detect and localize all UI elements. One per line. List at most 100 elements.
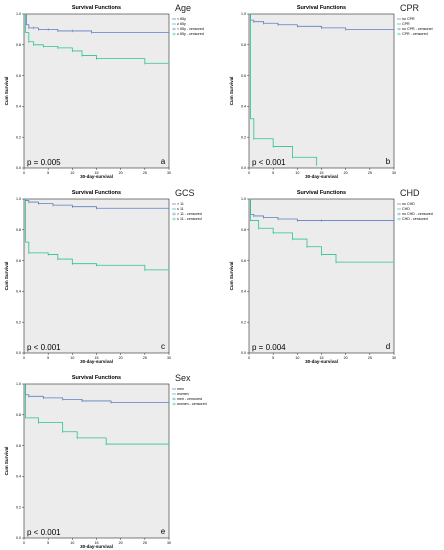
panel-e: Survival Functions 0.0 0.2 0.4 0.6 0.8 1.0 0 5 10… bbox=[4, 373, 207, 549]
p-value-label: p < 0.001 bbox=[27, 528, 61, 537]
x-axis-label: 30-day-survival bbox=[80, 544, 113, 549]
y-tick-label: 0.4 bbox=[16, 290, 21, 294]
series-line-2 bbox=[249, 198, 394, 263]
y-tick-label: 0.8 bbox=[16, 413, 21, 417]
y-tick-label: 0.4 bbox=[241, 105, 246, 109]
legend-entry: women - censored bbox=[177, 402, 207, 406]
x-tick-label: 10 bbox=[295, 356, 299, 360]
legend-entry: < 65y bbox=[177, 17, 186, 21]
series-line-2 bbox=[24, 383, 169, 445]
y-tick-label: 0.2 bbox=[16, 505, 21, 509]
legend-entry: CPR - censored bbox=[402, 32, 428, 36]
y-tick-label: 0.2 bbox=[241, 135, 246, 139]
p-value-label: p = 0.005 bbox=[27, 158, 61, 167]
x-tick-label: 0 bbox=[23, 356, 25, 360]
y-tick-label: 0.2 bbox=[16, 135, 21, 139]
chart-title: Survival Functions bbox=[297, 5, 346, 11]
x-tick-label: 15 bbox=[320, 171, 324, 175]
legend-entry: > 11 bbox=[177, 202, 184, 206]
variable-label: CPR bbox=[400, 3, 420, 13]
y-tick-label: 0.6 bbox=[241, 259, 246, 263]
y-tick-label: 0.0 bbox=[241, 166, 246, 170]
x-tick-label: 5 bbox=[272, 356, 274, 360]
chart-title: Survival Functions bbox=[72, 375, 121, 381]
legend-entry: CHD bbox=[402, 207, 410, 211]
y-tick-label: 0.8 bbox=[16, 43, 21, 47]
x-tick-label: 15 bbox=[95, 541, 99, 545]
y-tick-label: 0.4 bbox=[241, 290, 246, 294]
chart-title: Survival Functions bbox=[72, 190, 121, 196]
plot-area bbox=[23, 383, 170, 539]
x-tick-label: 20 bbox=[119, 171, 123, 175]
legend-entry: men - censored bbox=[177, 397, 202, 401]
legend-entry: no CPR bbox=[402, 17, 415, 21]
x-tick-label: 30 bbox=[392, 171, 396, 175]
legend-entry: < 65y - censored bbox=[177, 27, 204, 31]
p-value-label: p = 0.004 bbox=[252, 343, 286, 352]
y-axis-label: Cum Survival bbox=[229, 262, 234, 291]
x-tick-label: 25 bbox=[143, 171, 147, 175]
panel-letter: b bbox=[386, 157, 391, 166]
x-tick-label: 10 bbox=[70, 356, 74, 360]
y-tick-label: 1.0 bbox=[241, 197, 246, 201]
x-tick-label: 20 bbox=[119, 541, 123, 545]
variable-label: GCS bbox=[175, 188, 195, 198]
y-tick-label: 0.0 bbox=[16, 536, 21, 540]
variable-label: CHD bbox=[400, 188, 420, 198]
x-tick-label: 25 bbox=[368, 356, 372, 360]
y-tick-label: 0.2 bbox=[16, 320, 21, 324]
x-tick-label: 10 bbox=[70, 541, 74, 545]
y-tick-label: 0.8 bbox=[241, 43, 246, 47]
y-tick-label: 0.4 bbox=[16, 105, 21, 109]
y-tick-label: 0.8 bbox=[241, 228, 246, 232]
panel-letter: e bbox=[161, 527, 166, 536]
y-tick-label: 0.2 bbox=[241, 320, 246, 324]
series-line-1 bbox=[24, 198, 169, 209]
x-tick-label: 5 bbox=[47, 541, 49, 545]
x-tick-label: 0 bbox=[248, 356, 250, 360]
x-tick-label: 25 bbox=[143, 541, 147, 545]
legend-entry: ≤ 11 bbox=[177, 207, 184, 211]
y-axis-label: Cum Survival bbox=[229, 77, 234, 106]
legend-entry: ≥ 65y bbox=[177, 22, 186, 26]
x-tick-label: 15 bbox=[95, 171, 99, 175]
x-tick-label: 15 bbox=[95, 356, 99, 360]
legend-entry: CPR bbox=[402, 22, 410, 26]
x-tick-label: 0 bbox=[248, 171, 250, 175]
series-line-2 bbox=[24, 198, 169, 271]
p-value-label: p < 0.001 bbox=[27, 343, 61, 352]
variable-label: Sex bbox=[175, 373, 191, 383]
y-tick-label: 1.0 bbox=[16, 12, 21, 16]
y-tick-label: 0.0 bbox=[16, 166, 21, 170]
legend-entry: no CHD - censored bbox=[402, 212, 433, 216]
legend-entry: men bbox=[177, 387, 184, 391]
p-value-label: p < 0.001 bbox=[252, 158, 286, 167]
panel-b: Survival Functions 0.0 0.2 0.4 0.6 0.8 1.0 0 5 10… bbox=[229, 3, 433, 179]
x-tick-label: 10 bbox=[70, 171, 74, 175]
x-tick-label: 20 bbox=[344, 171, 348, 175]
x-tick-label: 25 bbox=[368, 171, 372, 175]
panel-a: Survival Functions 0.0 0.2 0.4 0.6 0.8 1.0 0 5 10… bbox=[4, 3, 204, 179]
x-axis-label: 30-day-survival bbox=[305, 174, 338, 179]
plot-area bbox=[248, 198, 395, 354]
y-tick-label: 0.6 bbox=[16, 259, 21, 263]
legend-entry: women bbox=[177, 392, 189, 396]
x-tick-label: 0 bbox=[23, 541, 25, 545]
panel-d: Survival Functions 0.0 0.2 0.4 0.6 0.8 1.0 0 5 10… bbox=[229, 188, 433, 364]
y-tick-label: 0.4 bbox=[16, 475, 21, 479]
plot-area bbox=[23, 198, 170, 354]
plot-area bbox=[248, 13, 395, 169]
x-tick-label: 10 bbox=[295, 171, 299, 175]
x-tick-label: 30 bbox=[167, 541, 171, 545]
legend-entry: > 11 - censored bbox=[177, 212, 202, 216]
y-tick-label: 1.0 bbox=[16, 197, 21, 201]
y-tick-label: 0.0 bbox=[16, 351, 21, 355]
y-tick-label: 0.8 bbox=[16, 228, 21, 232]
x-tick-label: 30 bbox=[392, 356, 396, 360]
series-line-2 bbox=[249, 13, 318, 165]
plot-area bbox=[23, 13, 170, 169]
y-tick-label: 1.0 bbox=[241, 12, 246, 16]
legend-entry: no CHD bbox=[402, 202, 415, 206]
legend-entry: CHD - censored bbox=[402, 217, 428, 221]
